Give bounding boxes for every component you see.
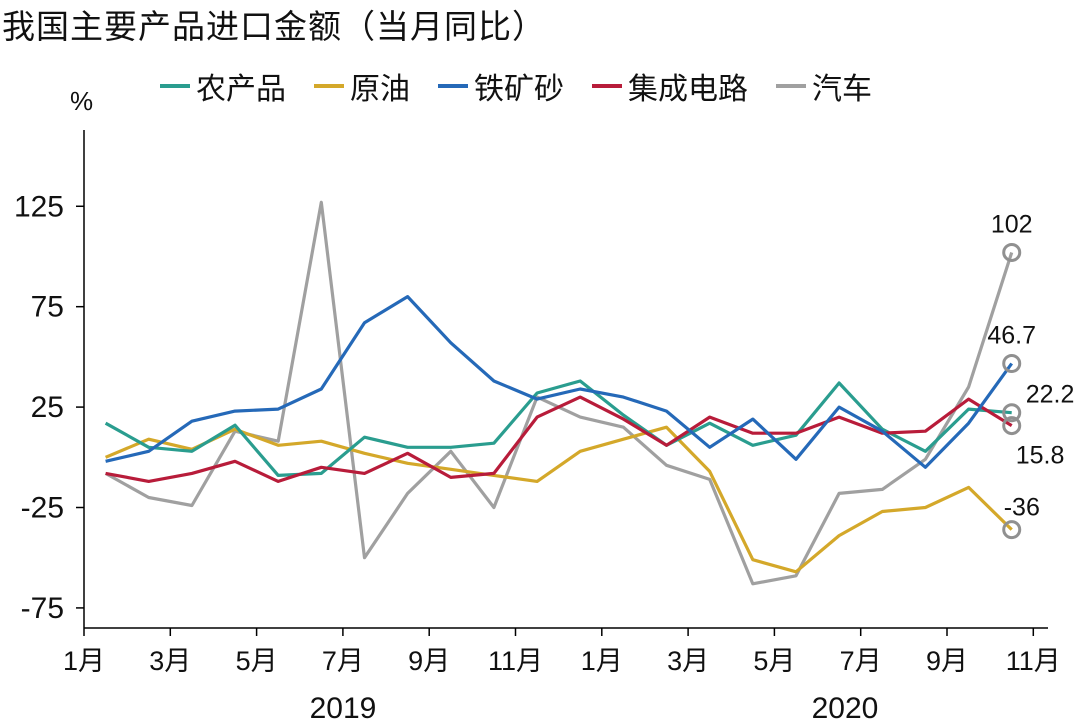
legend-label-crude-oil: 原油 [350, 72, 410, 107]
end-point-marker [1002, 416, 1022, 436]
legend-label-iron-ore: 铁矿砂 [474, 72, 564, 107]
chart-title: 我国主要产品进口金额（当月同比） [2, 7, 546, 46]
legend-item-auto: 汽车 [776, 64, 872, 108]
chart-legend: 农产品 原油 铁矿砂 集成电路 汽车 [160, 64, 872, 108]
year-label-2019: 2019 [310, 692, 377, 723]
end-point-marker [1002, 403, 1022, 423]
data-label: 102 [991, 210, 1033, 238]
data-label: 46.7 [987, 322, 1036, 350]
x-tick-label: 1月 [581, 646, 623, 676]
end-point-marker [1002, 242, 1022, 262]
y-tick-label: -75 [21, 592, 64, 625]
legend-swatch-auto [776, 84, 806, 88]
legend-swatch-crude-oil [314, 84, 344, 88]
y-axis-unit-label: % [70, 86, 93, 116]
x-tick-label: 11月 [1006, 646, 1061, 676]
series-line-1 [104, 425, 1013, 574]
legend-label-ic: 集成电路 [628, 72, 748, 107]
end-point-marker [1002, 520, 1022, 540]
x-tick-label: 5月 [236, 646, 278, 676]
legend-item-agri: 农产品 [160, 64, 286, 108]
legend-label-agri: 农产品 [196, 72, 286, 107]
series-line-2 [105, 295, 1013, 469]
legend-item-crude-oil: 原油 [314, 64, 410, 108]
y-tick-label: 25 [31, 391, 64, 424]
x-tick-label: 9月 [926, 646, 968, 676]
data-label: 15.8 [1016, 442, 1065, 470]
y-tick-label: 125 [14, 190, 64, 223]
y-tick-label: 75 [31, 291, 64, 324]
x-tick-label: 1月 [63, 646, 105, 676]
series-line-0 [104, 379, 1012, 477]
year-label-2020: 2020 [812, 692, 879, 723]
legend-item-ic: 集成电路 [592, 64, 748, 108]
legend-swatch-iron-ore [438, 84, 468, 88]
data-label: 22.2 [1026, 381, 1075, 409]
legend-item-iron-ore: 铁矿砂 [438, 64, 564, 108]
data-label: -36 [1004, 494, 1040, 522]
x-tick-label: 11月 [488, 646, 543, 676]
x-tick-label: 7月 [840, 646, 882, 676]
end-point-marker [1002, 354, 1022, 374]
x-tick-label: 7月 [322, 646, 364, 676]
legend-swatch-ic [592, 84, 622, 88]
x-tick-label: 3月 [667, 646, 709, 676]
series-line-3 [105, 395, 1013, 483]
x-tick-label: 9月 [408, 646, 450, 676]
y-tick-label: -25 [21, 492, 64, 525]
x-tick-label: 5月 [753, 646, 795, 676]
legend-swatch-agri [160, 84, 190, 88]
x-tick-label: 3月 [149, 646, 191, 676]
legend-label-auto: 汽车 [812, 72, 872, 107]
